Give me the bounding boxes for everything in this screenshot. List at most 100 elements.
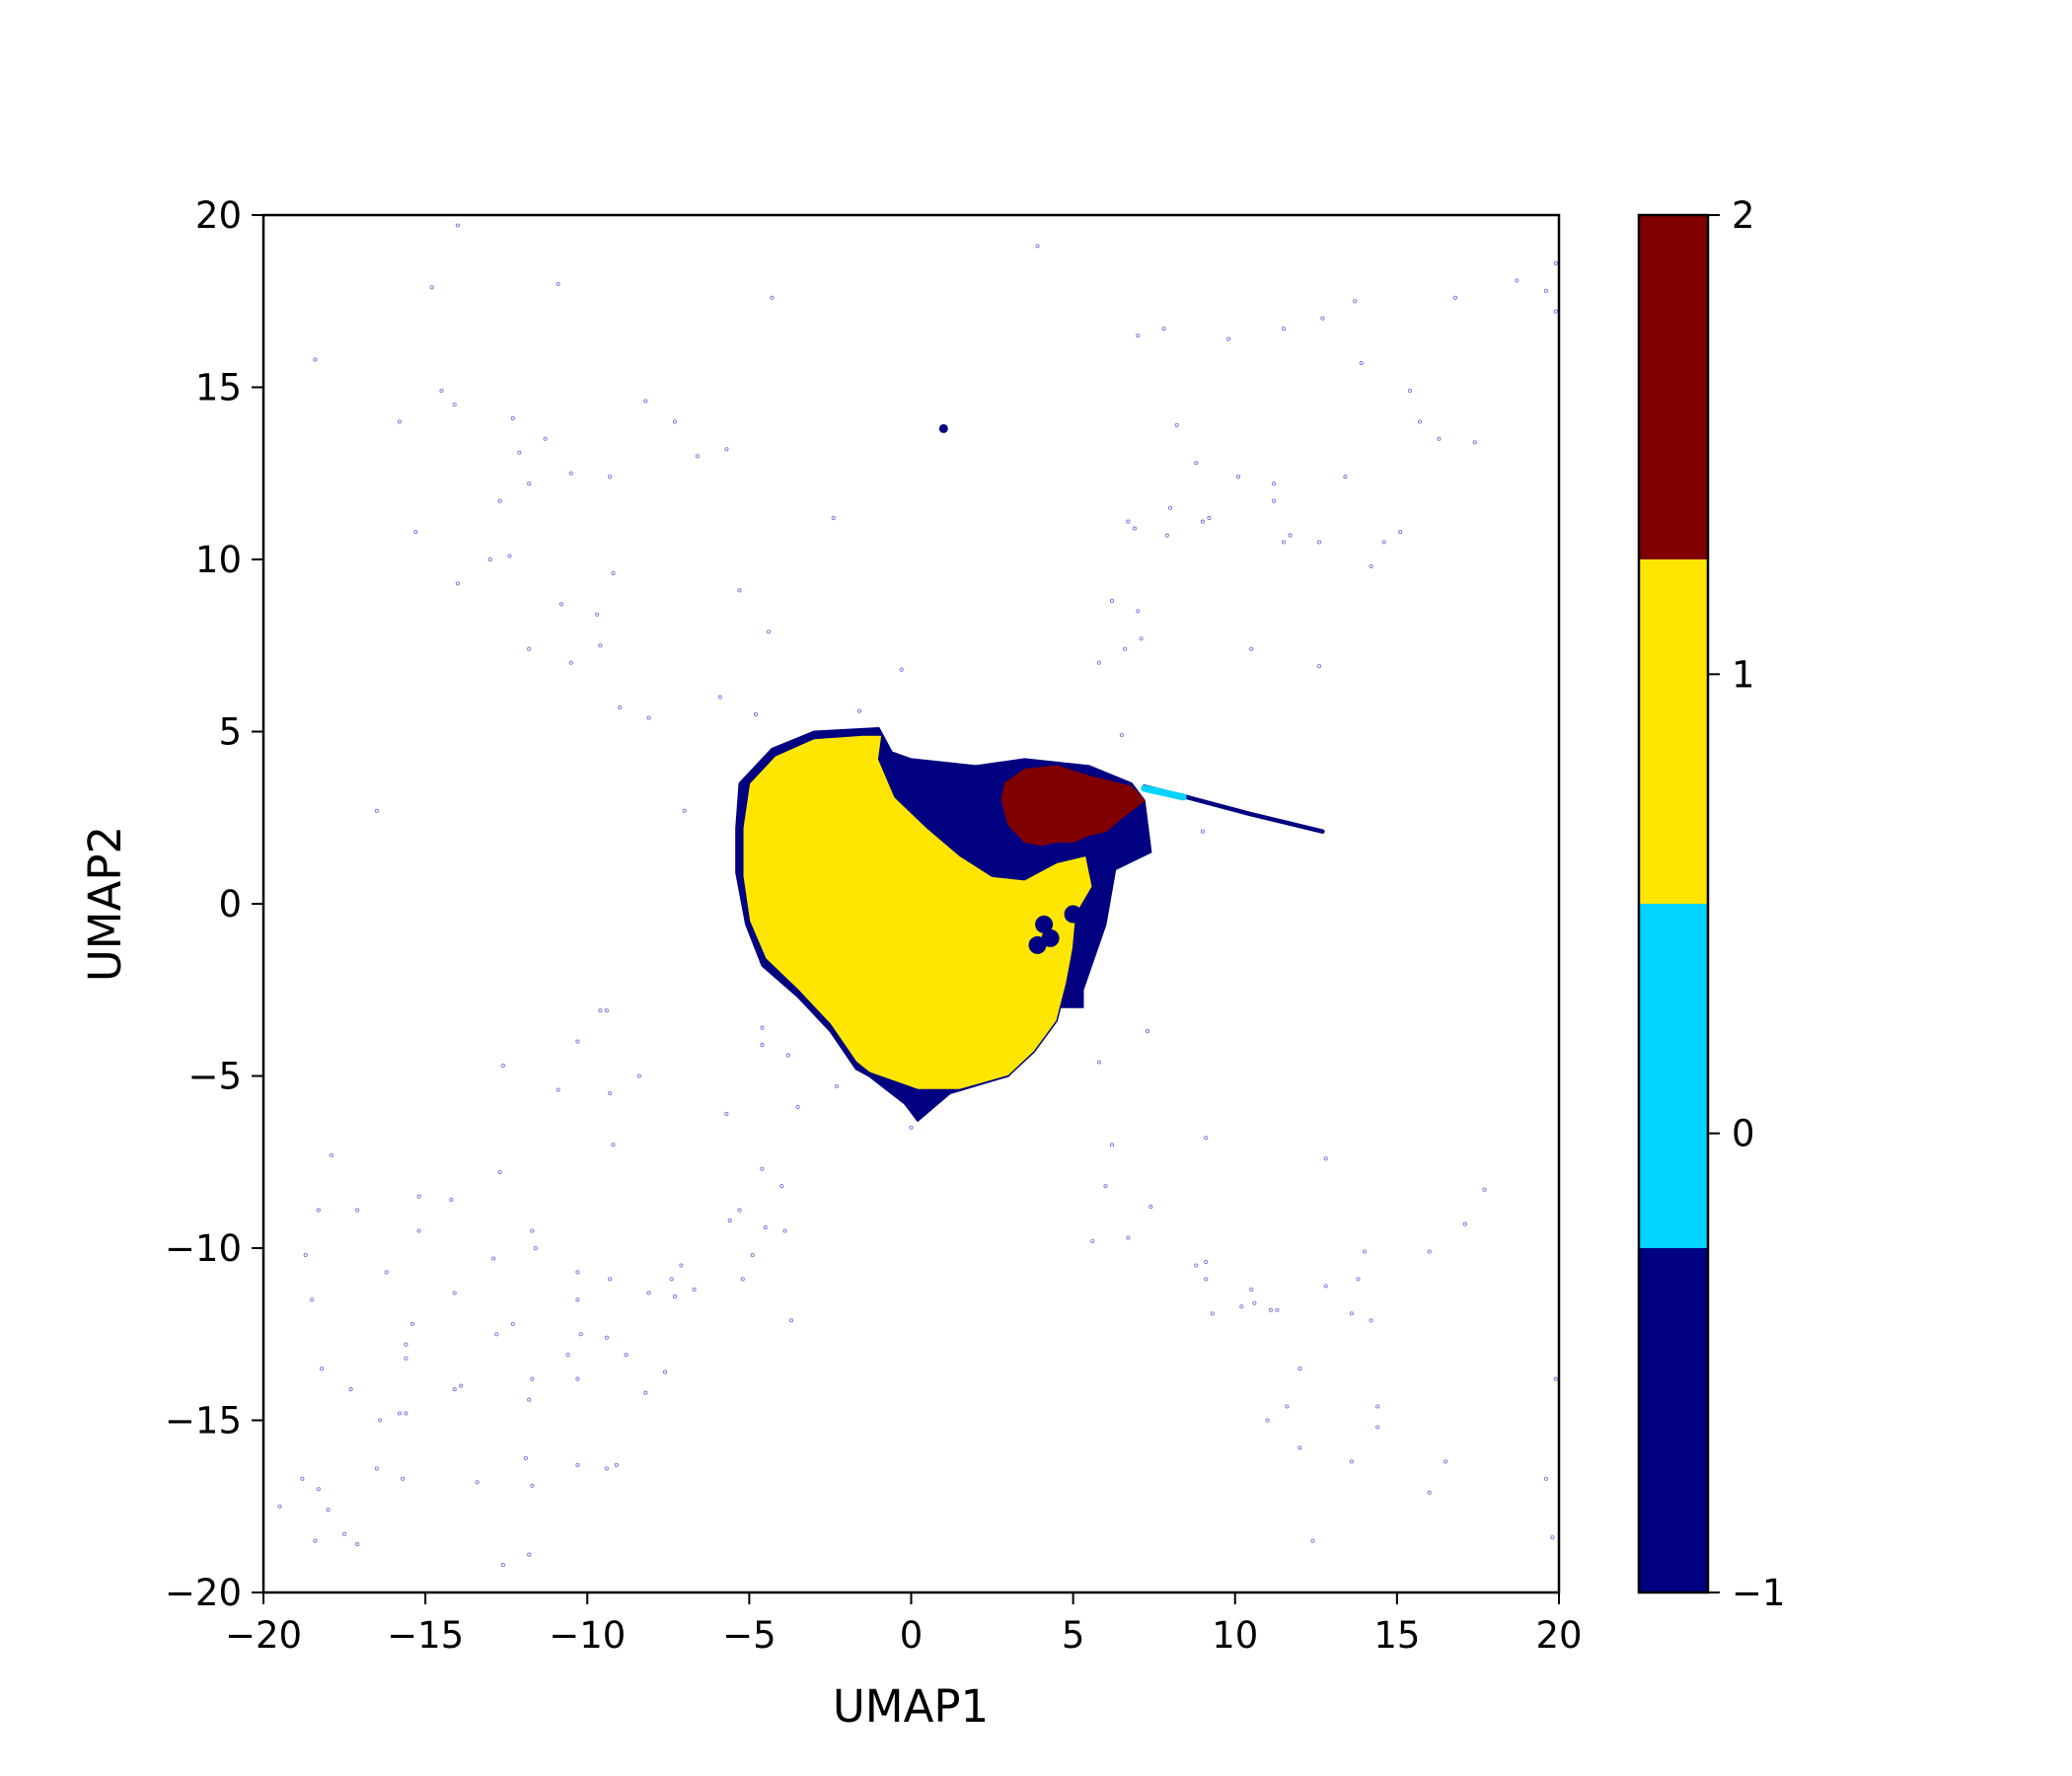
outlier-point	[1553, 309, 1558, 314]
outlier-point	[1543, 1476, 1548, 1481]
outlier-point	[1268, 1307, 1273, 1312]
outlier-point	[455, 223, 460, 228]
outlier-point	[1168, 505, 1173, 510]
outlier-point	[1164, 533, 1169, 538]
outlier-point	[565, 1353, 570, 1358]
outlier-point	[1249, 1287, 1254, 1292]
outlier-point	[507, 554, 512, 558]
outlier-point	[439, 388, 444, 394]
cluster-hole-minus1	[1028, 935, 1047, 954]
outlier-points	[277, 223, 1558, 1568]
outlier-point	[320, 1367, 325, 1371]
y-tick-label: −20	[165, 1572, 242, 1614]
outlier-point	[517, 450, 522, 455]
outlier-point	[575, 1270, 580, 1275]
outlier-point	[636, 1073, 641, 1078]
outlier-point	[1285, 1404, 1290, 1409]
outlier-point	[598, 643, 603, 648]
outlier-point	[300, 1476, 305, 1481]
outlier-point	[1123, 646, 1128, 651]
colorbar-level	[1639, 215, 1708, 559]
outlier-point	[555, 281, 560, 286]
outlier-point	[717, 695, 722, 700]
colorbar-tick-label: −1	[1732, 1572, 1786, 1614]
x-tick-label: 20	[1535, 1614, 1582, 1657]
outlier-point	[1126, 1235, 1131, 1240]
outlier-point	[1136, 609, 1141, 614]
outlier-point	[455, 581, 460, 586]
outlier-point	[1407, 388, 1413, 394]
outlier-point	[1452, 295, 1458, 300]
outlier-point	[1035, 244, 1040, 249]
outlier-point	[558, 602, 564, 607]
outlier-point	[1320, 316, 1325, 321]
x-tick-label: 15	[1373, 1614, 1420, 1657]
cluster-region-1	[742, 734, 1094, 1091]
outlier-point	[1204, 1259, 1209, 1265]
outlier-point	[384, 1270, 389, 1275]
colorbar-tick-label: 0	[1732, 1113, 1755, 1155]
x-tick-label: −5	[722, 1614, 777, 1657]
outlier-point	[397, 1411, 402, 1416]
outlier-point	[497, 1170, 502, 1175]
colorbar: −1 0 1 2	[1637, 194, 1786, 1614]
outlier-point	[355, 1542, 360, 1547]
outlier-point	[1249, 646, 1254, 651]
outlier-point	[618, 705, 623, 710]
outlier-point	[682, 808, 687, 813]
x-tick-label: −10	[549, 1614, 626, 1657]
outlier-point	[404, 1342, 408, 1347]
outlier-point	[595, 612, 600, 617]
outlier-point	[1194, 1263, 1199, 1268]
outlier-point	[724, 447, 729, 452]
outlier-point	[575, 1376, 580, 1381]
outlier-point	[1139, 636, 1144, 641]
outlier-point	[1553, 1376, 1558, 1381]
outlier-point	[1226, 336, 1231, 341]
outlier-point	[401, 1476, 406, 1481]
outlier-point	[491, 1256, 496, 1261]
outlier-point	[1375, 1425, 1380, 1430]
outlier-point	[500, 1563, 505, 1568]
outlier-point	[313, 1538, 318, 1543]
outlier-point	[692, 1287, 697, 1292]
outlier-point	[760, 1043, 765, 1048]
outlier-point	[510, 415, 515, 420]
outlier-point	[374, 808, 379, 813]
outlier-point	[1362, 1249, 1368, 1254]
outlier-point	[316, 1487, 321, 1492]
y-axis-label: UMAP2	[79, 826, 131, 982]
outlier-point	[533, 1245, 538, 1251]
x-tick-label: −20	[225, 1614, 302, 1657]
outlier-point	[1204, 1277, 1209, 1282]
outlier-point	[834, 1083, 840, 1089]
outlier-point	[770, 295, 775, 300]
outlier-point	[1275, 1307, 1280, 1312]
outlier-point	[429, 285, 434, 290]
cluster-point-minus1	[938, 423, 948, 433]
outlier-point	[523, 1455, 528, 1460]
outlier-point	[452, 1291, 457, 1295]
outlier-point	[1161, 327, 1166, 332]
outlier-point	[611, 1143, 616, 1147]
outlier-point	[452, 1387, 457, 1392]
outlier-point	[1462, 1221, 1467, 1226]
outlier-point	[329, 1152, 333, 1157]
outlier-point	[494, 1332, 499, 1337]
outlier-point	[1543, 288, 1548, 293]
outlier-point	[608, 1090, 613, 1096]
outlier-point	[500, 1063, 505, 1069]
outlier-point	[378, 1418, 383, 1423]
colorbar-level	[1639, 559, 1708, 904]
outlier-point	[643, 399, 648, 404]
x-tick-label: 5	[1062, 1614, 1085, 1657]
outlier-point	[355, 1208, 360, 1213]
outlier-point	[568, 660, 573, 665]
outlier-point	[604, 1466, 609, 1471]
colorbar-levels	[1639, 215, 1708, 1592]
y-tick-label: 20	[195, 194, 242, 237]
outlier-point	[611, 570, 616, 576]
outlier-point	[1472, 440, 1477, 445]
outlier-point	[1288, 533, 1293, 538]
cluster-hole-minus1	[1035, 915, 1054, 933]
